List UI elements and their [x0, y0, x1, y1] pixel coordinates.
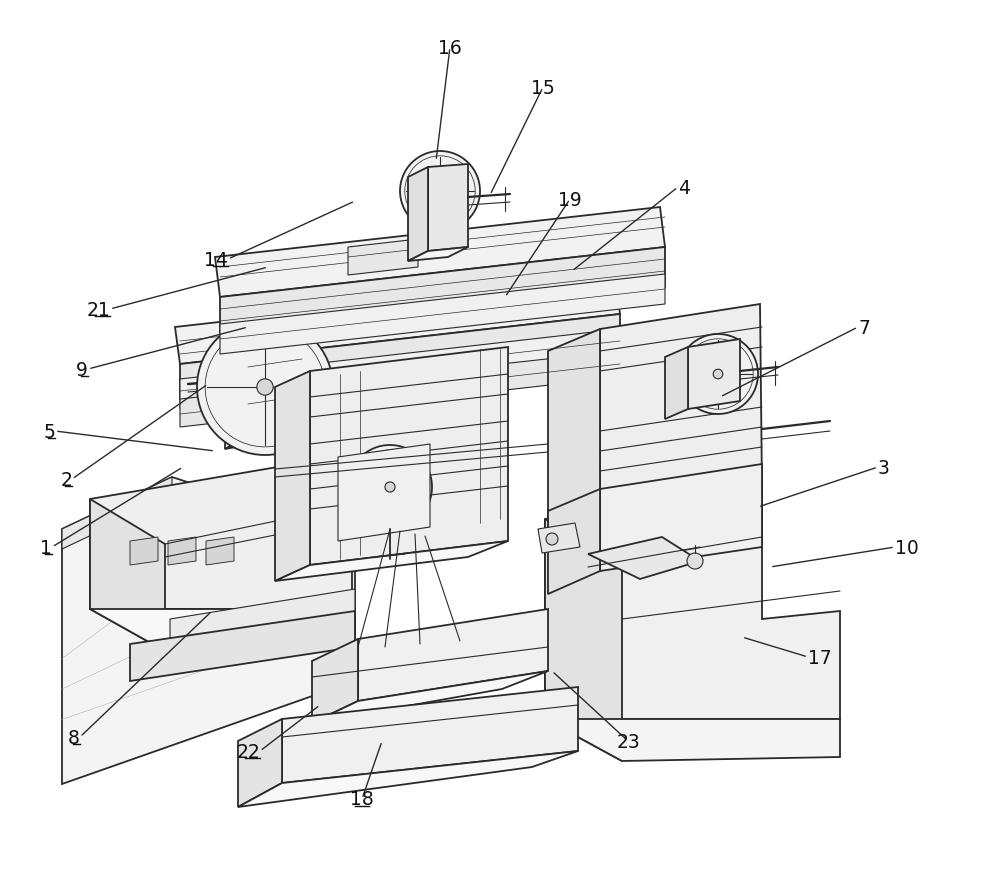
Polygon shape — [665, 348, 688, 419]
Text: 10: 10 — [895, 538, 919, 557]
Text: 8: 8 — [68, 728, 80, 746]
Circle shape — [400, 152, 480, 232]
Polygon shape — [338, 444, 430, 542]
Polygon shape — [600, 465, 762, 571]
Text: 15: 15 — [531, 79, 555, 97]
Polygon shape — [175, 278, 620, 365]
Circle shape — [385, 483, 395, 493]
Polygon shape — [220, 248, 665, 338]
Polygon shape — [545, 487, 840, 719]
Circle shape — [678, 334, 758, 415]
Polygon shape — [62, 477, 355, 784]
Text: 5: 5 — [43, 422, 55, 441]
Text: 21: 21 — [86, 300, 110, 319]
Circle shape — [546, 534, 558, 545]
Polygon shape — [688, 340, 740, 409]
Polygon shape — [180, 351, 620, 427]
Polygon shape — [130, 611, 355, 681]
Polygon shape — [310, 348, 508, 565]
Polygon shape — [275, 372, 310, 581]
Polygon shape — [548, 487, 762, 535]
Polygon shape — [538, 523, 580, 553]
Text: 14: 14 — [204, 250, 228, 269]
Polygon shape — [358, 610, 548, 701]
Polygon shape — [348, 240, 418, 275]
Polygon shape — [408, 168, 428, 262]
Polygon shape — [62, 477, 172, 550]
Text: 22: 22 — [236, 742, 260, 761]
Circle shape — [713, 370, 723, 379]
Polygon shape — [238, 719, 282, 807]
Text: 1: 1 — [40, 538, 52, 557]
Polygon shape — [90, 465, 352, 610]
Text: 2: 2 — [60, 470, 72, 489]
Polygon shape — [180, 330, 620, 409]
Text: 18: 18 — [350, 789, 374, 808]
Text: 17: 17 — [808, 648, 832, 667]
Polygon shape — [215, 207, 665, 298]
Polygon shape — [225, 350, 248, 450]
Polygon shape — [600, 305, 762, 511]
Text: 19: 19 — [558, 190, 582, 209]
Polygon shape — [312, 671, 548, 723]
Polygon shape — [168, 537, 196, 565]
Circle shape — [687, 553, 703, 569]
Polygon shape — [545, 719, 840, 761]
Polygon shape — [180, 315, 620, 400]
Text: 16: 16 — [438, 38, 462, 57]
Text: 23: 23 — [616, 731, 640, 751]
Polygon shape — [206, 537, 234, 565]
Polygon shape — [225, 429, 302, 450]
Polygon shape — [130, 537, 158, 565]
Polygon shape — [548, 330, 600, 535]
Text: 4: 4 — [678, 178, 690, 198]
Polygon shape — [428, 164, 468, 252]
Circle shape — [348, 445, 432, 529]
Polygon shape — [588, 537, 700, 579]
Text: 9: 9 — [76, 360, 88, 379]
Polygon shape — [408, 248, 468, 262]
Polygon shape — [90, 500, 165, 651]
Polygon shape — [220, 274, 665, 355]
Polygon shape — [548, 489, 600, 595]
Polygon shape — [545, 519, 622, 761]
Polygon shape — [282, 687, 578, 783]
Polygon shape — [248, 342, 302, 437]
Circle shape — [257, 379, 273, 396]
Polygon shape — [170, 589, 355, 670]
Polygon shape — [90, 610, 352, 651]
Polygon shape — [312, 639, 358, 723]
Circle shape — [435, 187, 445, 197]
Text: 3: 3 — [878, 458, 890, 477]
Circle shape — [197, 320, 333, 455]
Polygon shape — [238, 751, 578, 807]
Polygon shape — [275, 542, 508, 581]
Text: 7: 7 — [858, 318, 870, 337]
